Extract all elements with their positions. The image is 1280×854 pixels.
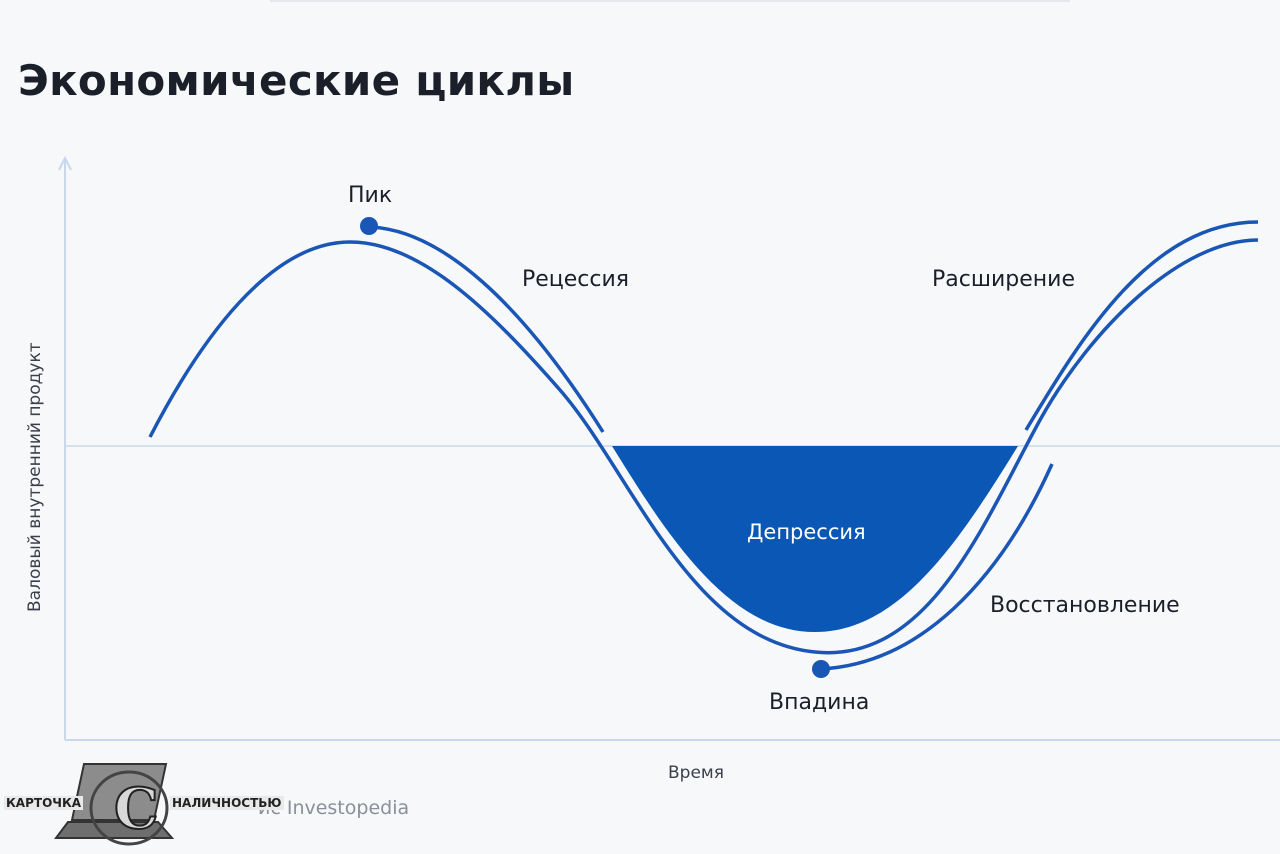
y-axis-arrow — [58, 155, 72, 171]
trough-label: Впадина — [769, 690, 869, 715]
recovery-label: Восстановление — [990, 593, 1180, 618]
watermark-left-text: КАРТОЧКА — [4, 796, 84, 810]
depression-area — [612, 446, 1018, 632]
peak-label: Пик — [348, 183, 392, 208]
peak-marker — [360, 217, 378, 235]
y-axis-label: Валовый внутренний продукт — [25, 342, 45, 612]
source-credit: ис Investopedia — [258, 797, 410, 819]
x-axis-label: Время — [668, 763, 724, 783]
expansion-label: Расширение — [932, 267, 1075, 292]
recession-label: Рецессия — [522, 267, 629, 292]
depression-label: Депрессия — [747, 520, 866, 544]
page-title: Экономические циклы — [18, 56, 575, 105]
recession-curve — [369, 225, 605, 433]
watermark-right-text: НАЛИЧНОСТЬЮ — [170, 796, 284, 810]
watermark-letter: С — [114, 776, 159, 842]
trough-marker — [812, 660, 830, 678]
cycle-curve — [148, 238, 1259, 655]
top-divider — [270, 0, 1070, 2]
expansion-curve — [1024, 220, 1259, 431]
watermark-laptop-icon: С — [54, 763, 175, 846]
recovery-curve — [820, 463, 1054, 671]
watermark-logo: С КАРТОЧКА НАЛИЧНОСТЬЮ — [4, 760, 284, 850]
